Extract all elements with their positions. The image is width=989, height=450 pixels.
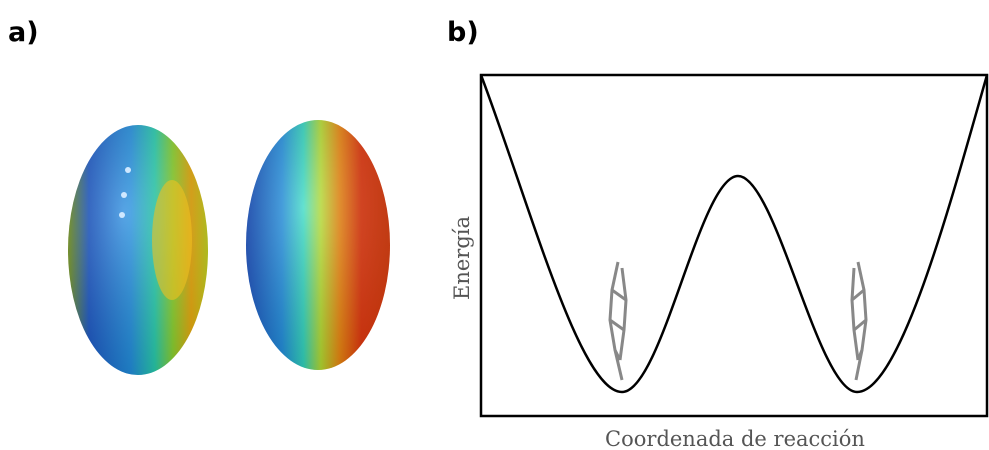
panel-label: b)	[447, 17, 479, 48]
x-axis-label: Coordenada de reacción	[605, 427, 865, 450]
surface-left	[68, 125, 208, 375]
energy-curve	[481, 75, 987, 392]
plot-frame	[481, 75, 987, 416]
surface-right	[246, 120, 390, 370]
molecule-icon	[852, 262, 866, 380]
y-axis-label: Energía	[450, 216, 474, 300]
molecule-icon	[610, 262, 626, 380]
figure: a) b) Energía Coordenada de reacción	[0, 0, 989, 450]
panel-label: a)	[8, 17, 39, 48]
